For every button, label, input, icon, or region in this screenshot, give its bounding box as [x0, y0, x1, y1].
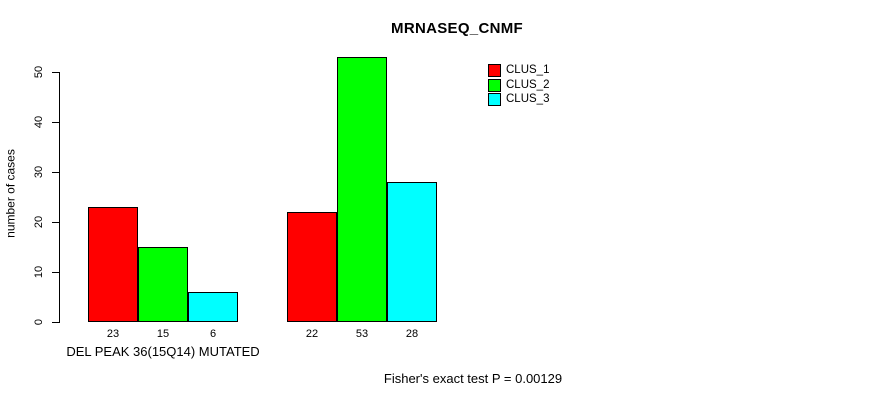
bar-value-label: 6 — [209, 328, 217, 340]
bar-value-label: 53 — [355, 328, 369, 340]
y-axis-tick-label: 20 — [33, 215, 45, 229]
bar-value-label: 28 — [405, 328, 419, 340]
legend-swatch-icon — [488, 78, 501, 92]
y-axis-title: number of cases — [3, 149, 18, 238]
fisher-test-annotation: Fisher's exact test P = 0.00129 — [383, 371, 563, 386]
y-axis-tick — [52, 72, 59, 73]
bar-clus_3-group2 — [387, 182, 437, 322]
y-axis-tick — [52, 272, 59, 273]
bar-clus_2-group1 — [138, 247, 188, 322]
bar-clus_3-group1 — [188, 292, 238, 322]
legend-item-clus_3: CLUS_3 — [488, 93, 549, 106]
y-axis-tick-label: 40 — [33, 115, 45, 129]
y-axis-tick-label: 0 — [33, 318, 45, 326]
legend-label: CLUS_3 — [506, 93, 550, 105]
legend-label: CLUS_1 — [506, 64, 550, 76]
bar-value-label: 23 — [106, 328, 120, 340]
y-axis-tick — [52, 222, 59, 223]
legend-swatch-icon — [488, 64, 501, 77]
legend-item-clus_1: CLUS_1 — [488, 64, 549, 77]
y-axis-tick — [52, 122, 59, 123]
y-axis-tick-label: 50 — [33, 65, 45, 79]
y-axis-tick-label: 10 — [33, 265, 45, 279]
x-axis-label: DEL PEAK 36(15Q14) MUTATED — [66, 344, 260, 359]
legend-swatch-icon — [488, 93, 501, 106]
y-axis-tick — [52, 172, 59, 173]
y-axis-line — [59, 72, 60, 323]
bar-value-label: 15 — [156, 328, 170, 340]
y-axis-tick — [52, 322, 59, 323]
y-axis-tick-label: 30 — [33, 165, 45, 179]
bar-clus_1-group1 — [88, 207, 138, 322]
legend-label: CLUS_2 — [506, 78, 550, 91]
legend-item-clus_2: CLUS_2 — [488, 78, 550, 92]
bar-clus_1-group2 — [287, 212, 337, 322]
chart-title: MRNASEQ_CNMF — [391, 20, 523, 37]
bar-clus_2-group2 — [337, 57, 387, 322]
bar-value-label: 22 — [305, 328, 319, 340]
